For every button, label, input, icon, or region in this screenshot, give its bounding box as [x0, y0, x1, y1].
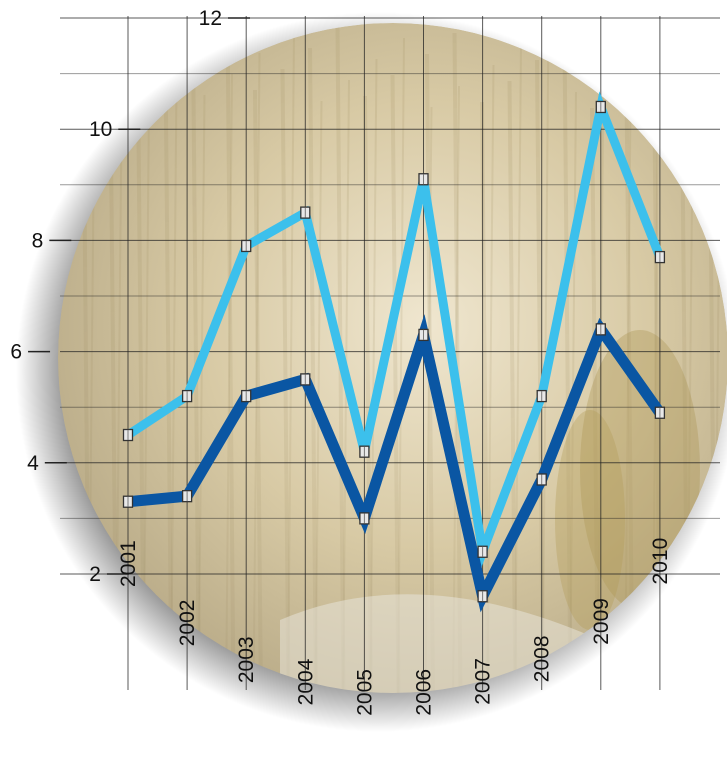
data-point-marker: [359, 445, 370, 458]
data-point-marker: [181, 389, 193, 403]
y-tick-label: 10: [89, 118, 112, 141]
data-point-marker: [122, 428, 134, 442]
data-point-marker: [181, 490, 193, 503]
data-point-marker: [654, 406, 666, 419]
x-tick-label: 2010: [649, 538, 672, 585]
x-tick-label: 2003: [235, 636, 258, 683]
series: [122, 91, 666, 613]
data-point-marker: [654, 250, 666, 264]
series-line-1: [125, 91, 665, 570]
data-point-marker: [300, 373, 311, 386]
data-point-marker: [477, 545, 488, 558]
x-tick-label: 2007: [472, 658, 495, 705]
data-point-marker: [595, 323, 606, 336]
data-point-marker: [536, 389, 547, 403]
x-tick-label: 2009: [590, 598, 613, 645]
x-axis: 2001 2002 2003 2004 2005 2006 2007 2008 2009 2010: [117, 538, 672, 716]
y-tick-label: 2: [89, 563, 101, 586]
y-tick-label: 8: [32, 229, 44, 252]
x-tick-label: 2001: [117, 540, 140, 587]
data-point-marker: [241, 239, 252, 253]
y-tick-label: 6: [10, 341, 22, 364]
x-tick-label: 2002: [176, 600, 199, 647]
data-point-marker: [418, 173, 429, 186]
grid: [60, 16, 720, 690]
x-tick-label: 2004: [294, 658, 317, 705]
data-point-marker: [122, 495, 134, 508]
x-tick-label: 2006: [413, 669, 436, 716]
data-point-marker: [536, 473, 547, 486]
y-tick-label: 12: [199, 7, 222, 30]
x-tick-label: 2008: [531, 635, 554, 682]
data-point-marker: [359, 512, 370, 525]
y-tick-label: 4: [27, 452, 39, 475]
data-point-marker: [477, 590, 488, 603]
data-point-marker: [300, 206, 311, 219]
data-point-marker: [241, 389, 252, 403]
x-tick-label: 2005: [353, 669, 376, 716]
data-point-marker: [418, 328, 429, 342]
data-point-marker: [595, 100, 606, 114]
series-line-2: [127, 314, 665, 613]
y-axis: 2 4 6 8 10 12: [10, 7, 250, 586]
